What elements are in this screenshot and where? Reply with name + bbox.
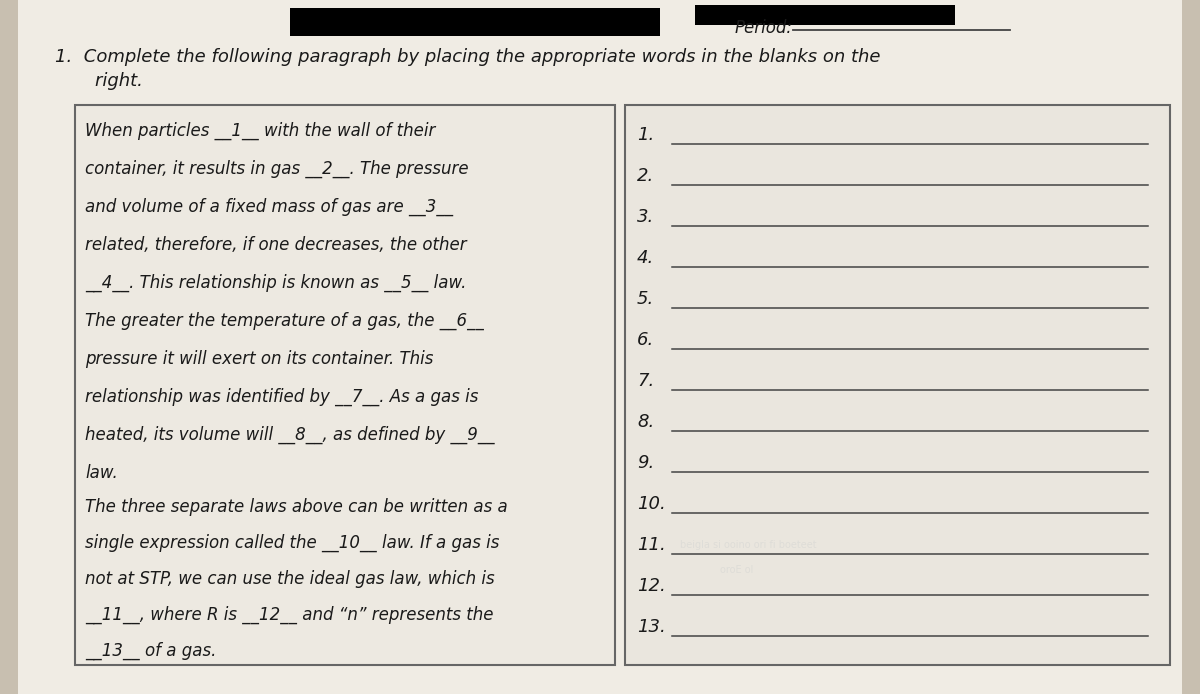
Bar (695, 5, 955, 25)
Text: 4.: 4. (637, 249, 654, 267)
Bar (78, 0, 1122, 694)
Text: The greater the temperature of a gas, the __6__: The greater the temperature of a gas, th… (85, 312, 484, 330)
Text: relationship was identified by __7__. As a gas is: relationship was identified by __7__. As… (85, 388, 479, 406)
Text: right.: right. (72, 72, 143, 90)
Text: Period:: Period: (734, 19, 793, 37)
Text: related, therefore, if one decreases, the other: related, therefore, if one decreases, th… (85, 236, 467, 254)
Text: single expression called the __10__ law. If a gas is: single expression called the __10__ law.… (85, 534, 499, 552)
Text: container, it results in gas __2__. The pressure: container, it results in gas __2__. The … (85, 160, 469, 178)
Text: 5.: 5. (637, 290, 654, 308)
Text: 9.: 9. (637, 454, 654, 472)
Text: heated, its volume will __8__, as defined by __9__: heated, its volume will __8__, as define… (85, 426, 494, 444)
Text: __11__, where R is __12__ and “n” represents the: __11__, where R is __12__ and “n” repres… (85, 606, 493, 625)
Bar (625, 105, 1170, 665)
Text: The three separate laws above can be written as a: The three separate laws above can be wri… (85, 498, 508, 516)
Text: 11.: 11. (637, 536, 666, 554)
Bar (290, 8, 660, 36)
Text: not at STP, we can use the ideal gas law, which is: not at STP, we can use the ideal gas law… (85, 570, 494, 588)
Text: __13__ of a gas.: __13__ of a gas. (85, 642, 216, 660)
Text: oroE ol: oroE ol (720, 565, 754, 575)
Text: beigla si ooino ori fi boeteet: beigla si ooino ori fi boeteet (680, 540, 817, 550)
Text: __4__. This relationship is known as __5__ law.: __4__. This relationship is known as __5… (85, 274, 467, 292)
Text: 2.: 2. (637, 167, 654, 185)
Text: and volume of a fixed mass of gas are __3__: and volume of a fixed mass of gas are __… (85, 198, 454, 217)
Text: 6.: 6. (637, 331, 654, 349)
Text: 1.  Complete the following paragraph by placing the appropriate words in the bla: 1. Complete the following paragraph by p… (55, 48, 881, 66)
Text: 7.: 7. (637, 372, 654, 390)
Text: 8.: 8. (637, 413, 654, 431)
Bar (74, 105, 616, 665)
Text: law.: law. (85, 464, 118, 482)
Text: 10.: 10. (637, 495, 666, 513)
Text: 12.: 12. (637, 577, 666, 595)
Text: 13.: 13. (637, 618, 666, 636)
Bar (68, 0, 1132, 694)
Text: When particles __1__ with the wall of their: When particles __1__ with the wall of th… (85, 122, 436, 140)
Bar (88, 0, 1112, 694)
Text: 3.: 3. (637, 208, 654, 226)
Text: 1.: 1. (637, 126, 654, 144)
Text: pressure it will exert on its container. This: pressure it will exert on its container.… (85, 350, 433, 368)
